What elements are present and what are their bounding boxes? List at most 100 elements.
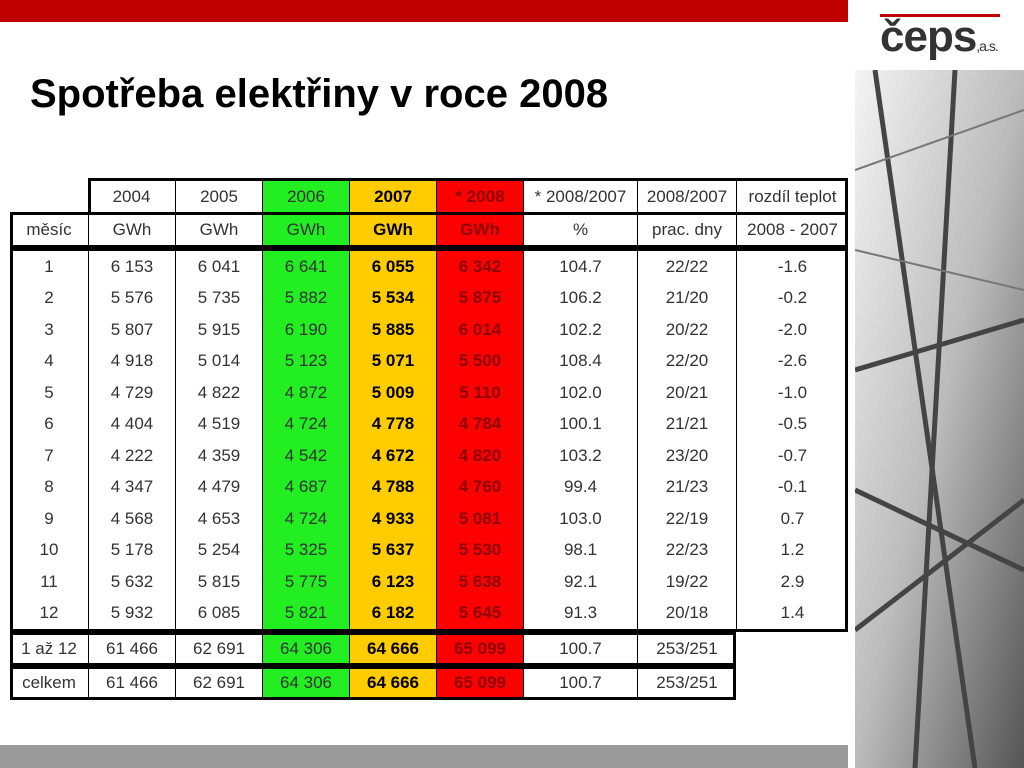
table-cell: 22/22 — [637, 251, 736, 283]
table-cell: 5 915 — [175, 314, 262, 346]
table-cell: 12 — [39, 603, 59, 623]
table-cell: 5 815 — [175, 566, 262, 598]
table-cell: % — [523, 215, 637, 245]
table-cell: 6 — [44, 414, 54, 434]
sum-row: 1 až 12 61 466 62 691 64 306 64 666 65 099 100… — [10, 632, 736, 666]
table-cell: 20/21 — [637, 377, 736, 409]
table-cell: GWh — [262, 215, 349, 245]
table-cell: 5 178 — [88, 534, 175, 566]
table-cell: 5 325 — [262, 534, 349, 566]
table-cell: 5 — [44, 382, 54, 402]
background-photo — [855, 70, 1024, 768]
table-cell: 4 347 — [88, 471, 175, 503]
table-cell: 4 933 — [349, 503, 436, 535]
table-cell: -1.6 — [736, 251, 848, 283]
table-cell: 2008 - 2007 — [736, 215, 848, 245]
table-cell: 23/20 — [637, 440, 736, 472]
table-cell: 11 — [40, 571, 58, 591]
table-cell: 64 666 — [349, 669, 436, 697]
table-cell: 4 687 — [262, 471, 349, 503]
table-cell: 5 576 — [88, 282, 175, 314]
table-cell: 8 — [44, 477, 54, 497]
table-cell: GWh — [349, 215, 436, 245]
table-cell: 100.7 — [523, 635, 637, 663]
table-cell: 6 153 — [88, 251, 175, 283]
table-cell: GWh — [175, 215, 262, 245]
table-cell: * 2008 — [436, 181, 523, 212]
table-cell: 3 — [44, 319, 54, 339]
table-cell: 6 055 — [349, 251, 436, 283]
table-cell: 4 568 — [88, 503, 175, 535]
table-cell: 5 821 — [262, 597, 349, 629]
table-cell: 100.1 — [523, 408, 637, 440]
table-cell: 4 519 — [175, 408, 262, 440]
table-cell: 5 735 — [175, 282, 262, 314]
logo: čeps,a.s. — [880, 12, 999, 62]
table-cell: GWh — [436, 215, 523, 245]
table-cell: 5 775 — [262, 566, 349, 598]
table-cell: 5 932 — [88, 597, 175, 629]
table-cell: 65 099 — [436, 635, 523, 663]
table-cell: 2005 — [175, 181, 262, 212]
title: Spotřeba elektřiny v roce 2008 — [30, 72, 609, 116]
header-row: měsíc GWh GWh GWh GWh GWh% prac. dny 2008 - 200… — [10, 212, 848, 248]
logo-line — [880, 14, 1000, 17]
table-cell: 91.3 — [523, 597, 637, 629]
table-cell: 22/23 — [637, 534, 736, 566]
table-cell: 5 014 — [175, 345, 262, 377]
table-cell: 5 885 — [349, 314, 436, 346]
table-cell: 106.2 — [523, 282, 637, 314]
table-cell: 10 — [39, 540, 59, 560]
table-cell: 4 788 — [349, 471, 436, 503]
table-cell: 4 222 — [88, 440, 175, 472]
table-cell: 6 641 — [262, 251, 349, 283]
table-cell: 1.2 — [736, 534, 848, 566]
table-cell: 103.2 — [523, 440, 637, 472]
table-cell: 5 638 — [436, 566, 523, 598]
table-cell: 5 123 — [262, 345, 349, 377]
table-cell: 64 306 — [262, 669, 349, 697]
table-cell: 4 672 — [349, 440, 436, 472]
table-cell: 20/18 — [637, 597, 736, 629]
table-cell: 21/23 — [637, 471, 736, 503]
table-cell: 4 653 — [175, 503, 262, 535]
table-cell: GWh — [88, 215, 175, 245]
top-bar — [0, 0, 848, 22]
table-cell: 19/22 — [637, 566, 736, 598]
table-cell: 64 666 — [349, 635, 436, 663]
table-cell: 9 — [44, 508, 54, 528]
table-cell: celkem — [22, 673, 76, 692]
table-cell: 4 822 — [175, 377, 262, 409]
table-cell: 5 534 — [349, 282, 436, 314]
table-cell: -2.6 — [736, 345, 848, 377]
table-cell: 102.0 — [523, 377, 637, 409]
table-cell: 5 807 — [88, 314, 175, 346]
table-cell: 2008/2007 — [637, 181, 736, 212]
sum-row: celkem 61 466 62 691 64 306 64 666 65 099 100.… — [10, 666, 736, 700]
table-cell: 1 — [44, 256, 54, 276]
table-cell: -0.1 — [736, 471, 848, 503]
table-cell: 5 110 — [436, 377, 523, 409]
table-cell: 61 466 — [88, 669, 175, 697]
table-cell: -0.7 — [736, 440, 848, 472]
table-cell: 7 — [44, 445, 54, 465]
table-cell: 5 530 — [436, 534, 523, 566]
table-cell: 5 254 — [175, 534, 262, 566]
table-cell: 102.2 — [523, 314, 637, 346]
table-cell: 4 729 — [88, 377, 175, 409]
header-row: 2004 2005 2006 2007 * 2008 * 2008/2007 2008/20… — [88, 178, 848, 215]
table-cell: 4 724 — [262, 503, 349, 535]
table-cell: 62 691 — [175, 635, 262, 663]
table-cell: 0.7 — [736, 503, 848, 535]
table-cell: 253/251 — [637, 669, 736, 697]
table-cell: 5 645 — [436, 597, 523, 629]
table-cell: 64 306 — [262, 635, 349, 663]
table-cell: měsíc — [26, 220, 72, 239]
table-cell: 104.7 — [523, 251, 637, 283]
table-cell: 6 014 — [436, 314, 523, 346]
table-cell: 1 až 12 — [21, 639, 77, 658]
table-cell: -1.0 — [736, 377, 848, 409]
table-cell: 6 041 — [175, 251, 262, 283]
table-cell: 108.4 — [523, 345, 637, 377]
table-cell: 61 466 — [88, 635, 175, 663]
